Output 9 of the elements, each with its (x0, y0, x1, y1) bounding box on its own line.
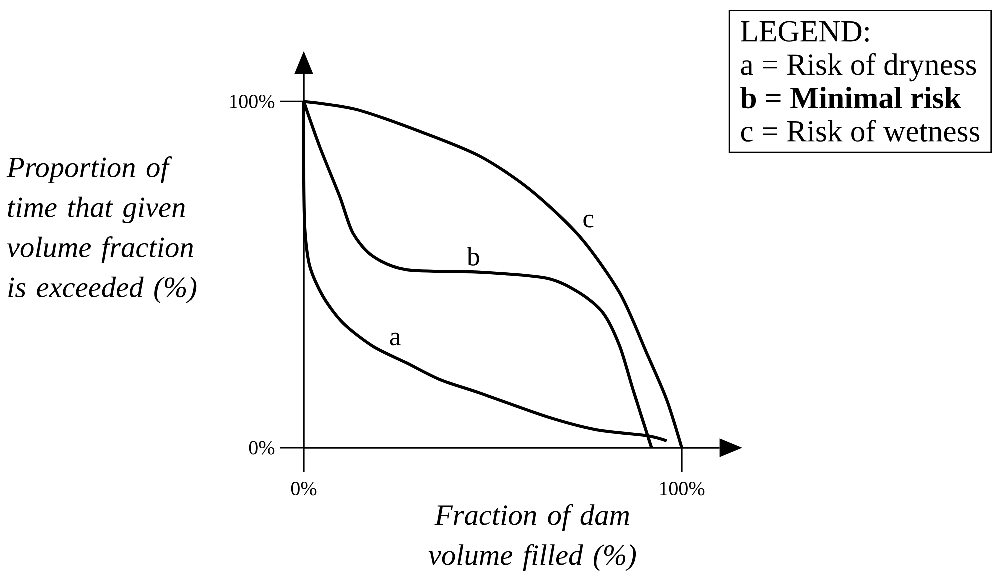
text: c = Risk of wetness (741, 120, 980, 142)
text: a = Risk of dryness (741, 53, 976, 82)
series-label: a (390, 332, 401, 346)
series-label: b (467, 247, 480, 266)
text: b = Minimal risk (740, 87, 962, 109)
series-label: c (584, 214, 594, 228)
y-axis-title: Proportion of time that given volume fraction is exceeded (%) (6, 156, 197, 304)
x-axis-title: Fraction of dam volume filled (%) (428, 504, 636, 572)
legend-title: LEGEND: (741, 21, 869, 42)
